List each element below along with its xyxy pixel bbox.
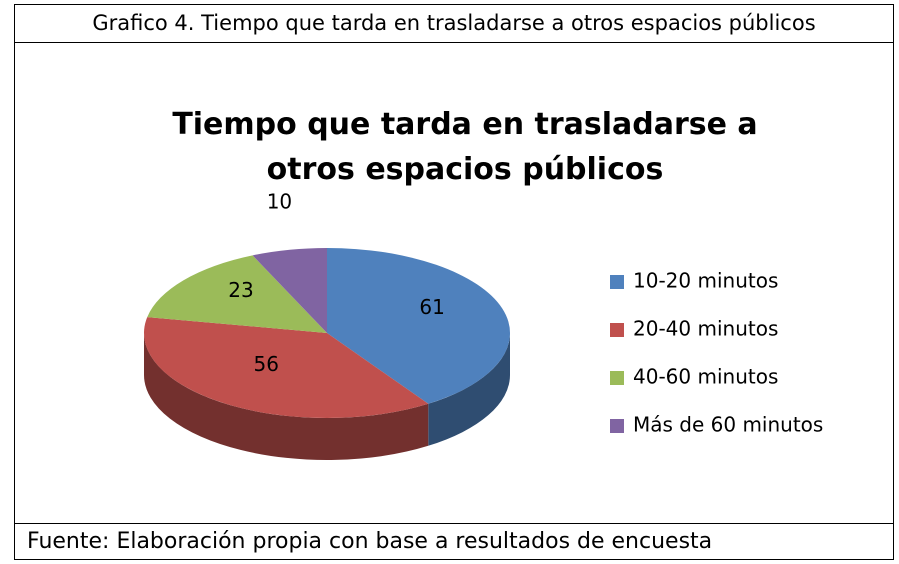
slice-top — [327, 248, 510, 404]
data-label: 23 — [228, 278, 253, 302]
slice — [327, 248, 510, 446]
data-label: 56 — [254, 352, 279, 376]
legend-label: 40-60 minutos — [633, 365, 778, 389]
slice-side — [428, 333, 510, 446]
slice — [147, 255, 327, 333]
legend-label: Más de 60 minutos — [633, 413, 823, 437]
figure-frame: Grafico 4. Tiempo que tarda en trasladar… — [14, 4, 894, 560]
legend-swatch — [610, 371, 624, 385]
slice — [144, 317, 429, 460]
legend-swatch — [610, 323, 624, 337]
legend-swatch — [610, 275, 624, 289]
slice — [252, 248, 327, 333]
slice-top — [147, 255, 327, 333]
slice-top — [144, 317, 429, 418]
figure-caption: Grafico 4. Tiempo que tarda en trasladar… — [15, 5, 893, 43]
legend-swatch — [610, 419, 624, 433]
slice-side — [144, 333, 429, 460]
slice-top — [252, 248, 327, 333]
legend-label: 10-20 minutos — [633, 269, 778, 293]
source-note: Fuente: Elaboración propia con base a re… — [15, 523, 893, 561]
data-label: 61 — [419, 295, 444, 319]
chart-title: Tiempo que tarda en trasladarse a otros … — [172, 107, 758, 187]
legend-label: 20-40 minutos — [633, 317, 778, 341]
data-label: 10 — [267, 190, 292, 214]
